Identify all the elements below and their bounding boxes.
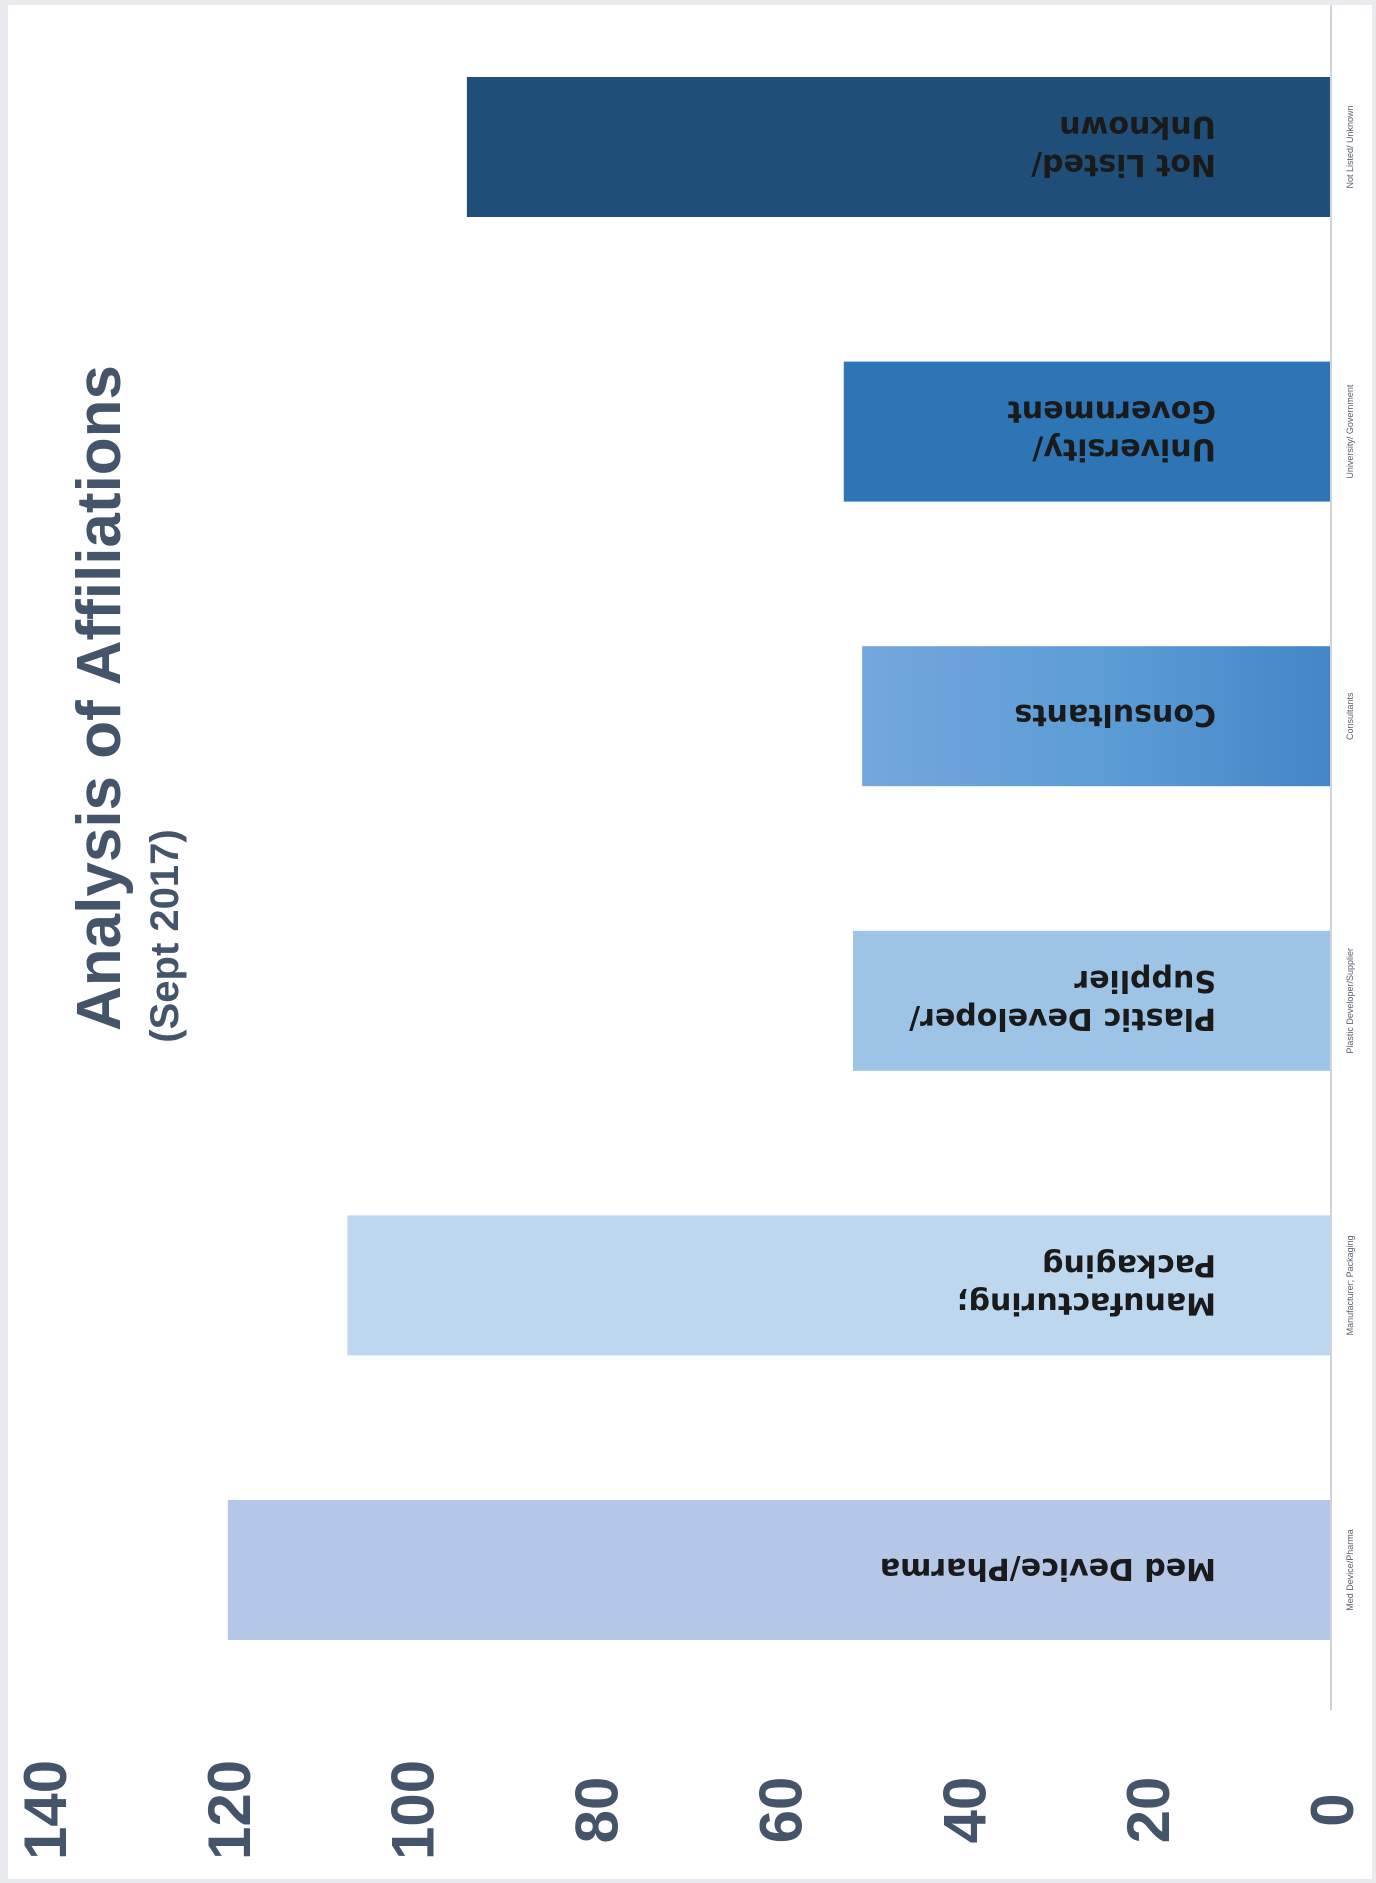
bar-med-device-pharma [227, 1500, 1331, 1640]
bar-label-line: University/ [1032, 432, 1216, 467]
bars-layer: Med Device/Pharma Manufacturing;Packaging… [227, 77, 1332, 1640]
category-label-med-device-pharma: Med Device/Pharma [1345, 1529, 1355, 1611]
value-tick-0: 0 [1299, 1793, 1366, 1826]
chart-subtitle: (Sept 2017) [143, 829, 187, 1042]
category-axis-labels: Med Device/Pharma Manufacturer; Packaging… [1345, 105, 1355, 1610]
bar-label-consultants: Consultants [1014, 697, 1216, 732]
chart-page: Med Device/Pharma Manufacturing;Packaging… [8, 5, 1372, 1879]
category-label-manufacturing-packaging: Manufacturer; Packaging [1345, 1235, 1355, 1335]
value-axis-ticks: 0 20 40 60 80 100 120 140 [12, 1760, 1366, 1860]
bar-plastic-developer-supplier [852, 930, 1331, 1071]
value-tick-40: 40 [931, 1777, 998, 1844]
bar-label-line: Packaging [1042, 1247, 1216, 1282]
value-tick-60: 60 [747, 1777, 814, 1844]
bar-label-not-listed-unknown: Not Listed/Unknown [1031, 109, 1216, 182]
value-tick-140: 140 [12, 1760, 79, 1860]
bar-label-university-government: University/Government [1007, 394, 1216, 467]
bar-label-med-device-pharma: Med Device/Pharma [880, 1551, 1216, 1586]
affiliations-bar-chart: Med Device/Pharma Manufacturing;Packaging… [12, 5, 1366, 1860]
bar-label-line: Med Device/Pharma [880, 1551, 1216, 1586]
bar-label-plastic-developer-supplier: Plastic Developer/Supplier [909, 963, 1216, 1036]
bar-label-line: Government [1007, 394, 1216, 429]
value-tick-120: 120 [196, 1760, 263, 1860]
bar-label-line: Manufacturing; [957, 1285, 1217, 1320]
category-label-plastic-developer-supplier: Plastic Developer/Supplier [1345, 948, 1355, 1054]
bar-label-line: Consultants [1014, 697, 1216, 732]
value-tick-100: 100 [380, 1760, 447, 1860]
bar-label-line: Not Listed/ [1031, 147, 1216, 182]
bar-label-line: Unknown [1059, 109, 1216, 144]
bar-label-line: Plastic Developer/ [909, 1001, 1216, 1036]
category-label-not-listed-unknown: Not Listed/ Unknown [1345, 105, 1355, 188]
bar-consultants [862, 646, 1331, 787]
bar-label-line: Supplier [1074, 963, 1216, 998]
bar-label-manufacturing-packaging: Manufacturing;Packaging [957, 1247, 1217, 1320]
category-label-consultants: Consultants [1345, 692, 1355, 740]
bar-manufacturing-packaging [347, 1215, 1332, 1356]
bar-university-government [843, 361, 1331, 502]
value-tick-80: 80 [564, 1777, 631, 1844]
category-label-university-government: University/ Government [1345, 384, 1355, 479]
bar-not-listed-unknown [466, 77, 1331, 217]
chart-title: Analysis of Affiliations [65, 365, 134, 1031]
value-tick-20: 20 [1115, 1777, 1182, 1844]
